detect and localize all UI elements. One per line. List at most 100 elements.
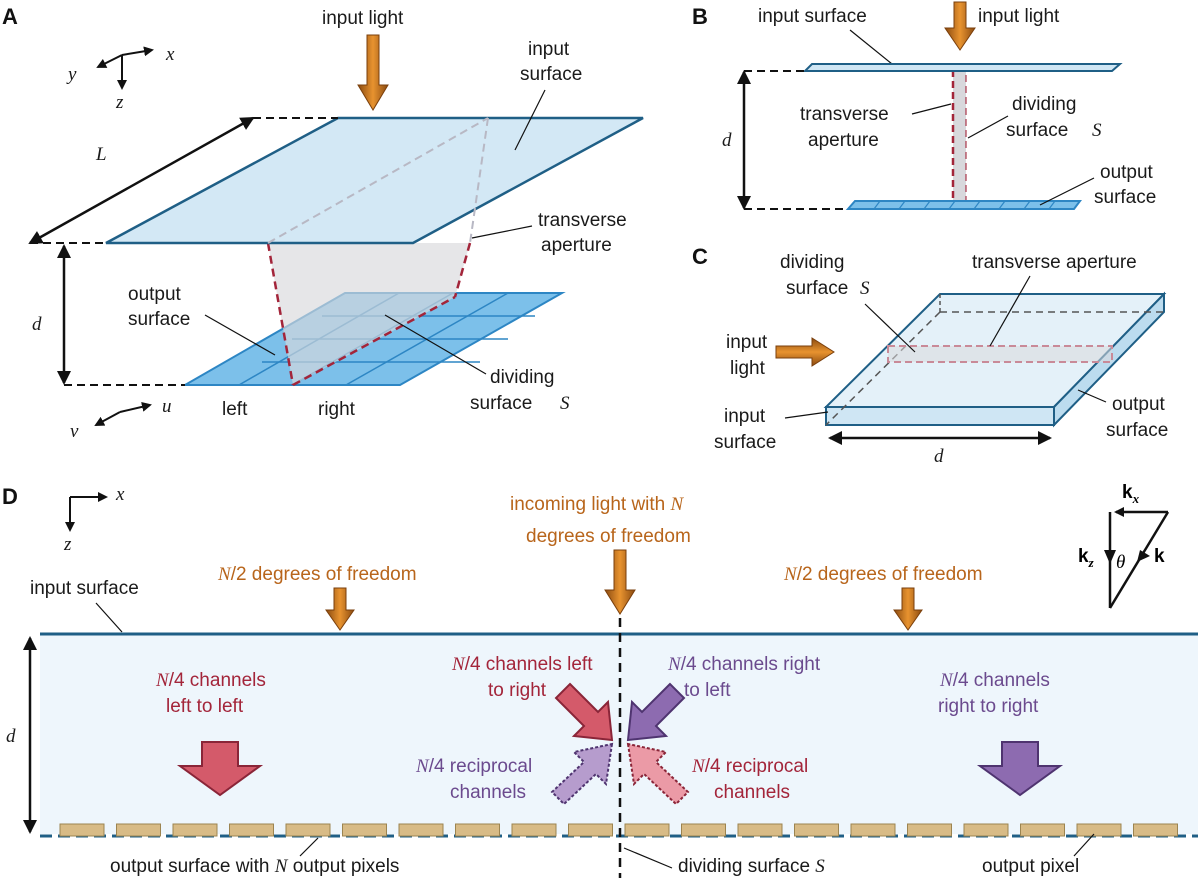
incoming-text-1: incoming light with — [510, 494, 671, 515]
panel-b-transverse-label-2: aperture — [808, 130, 879, 151]
panel-c-dividing-plane — [888, 346, 1112, 362]
output-pixel — [1133, 823, 1178, 837]
output-pixel — [59, 823, 105, 837]
panel-a-input-light-label: input light — [322, 8, 404, 29]
aperture-edge-right — [453, 242, 472, 298]
panel-c-input-surface-label-2: surface — [714, 432, 776, 453]
recip-purple-arrow — [550, 742, 614, 806]
panel-c: C dividing surface S transverse aperture… — [692, 244, 1168, 467]
panel-b-depth-label: d — [722, 130, 732, 151]
incoming-light-arrow — [604, 549, 636, 615]
transverse-aperture-label-2: aperture — [541, 235, 612, 256]
ll-arrow — [176, 741, 264, 797]
recip-purple-label-2: channels — [450, 782, 526, 803]
output-pixel — [285, 823, 331, 837]
input-surface-hidden-diagonal — [267, 117, 489, 244]
panel-d: D x z d input surface incoming light wit… — [2, 482, 1198, 878]
aperture-edge-bottom — [292, 295, 456, 387]
lr-label-2: to right — [488, 680, 547, 701]
panel-a-letter: A — [2, 4, 18, 29]
panel-b-input-light-label: input light — [978, 6, 1060, 27]
lr-arrow — [554, 682, 614, 742]
panel-c-slab-front — [825, 406, 1055, 426]
panel-c-output-surface-label-1: output — [1112, 394, 1166, 415]
incoming-symbol: N — [670, 494, 685, 515]
panel-c-letter: C — [692, 244, 708, 269]
input-surface-hidden-edge — [469, 117, 489, 244]
panel-c-input-light-label-2: light — [730, 358, 766, 379]
dividing-surface-label: dividing surface S — [678, 856, 825, 877]
input-surface-label-2: surface — [520, 64, 582, 85]
panel-b-output-label-1: output — [1100, 162, 1154, 183]
left-half-dof-label: N/2 degrees of freedom — [217, 564, 417, 585]
transverse-aperture-label-1: transverse — [538, 210, 627, 231]
recip-red-label-2: channels — [714, 782, 790, 803]
panel-c-input-light-arrow — [775, 337, 835, 367]
panel-b-output-surface — [845, 200, 1082, 210]
kx-label: kx — [1122, 482, 1140, 506]
recip-red-arrow — [626, 742, 690, 806]
panel-b-input-light-arrow — [944, 1, 976, 51]
output-pixel — [737, 823, 783, 837]
output-pixel — [568, 823, 613, 837]
output-surface-label-2: surface — [128, 309, 190, 330]
output-pixel — [1076, 823, 1122, 837]
dividing-surface-symbol: S — [560, 393, 570, 414]
rr-label-1: N/4 channels — [939, 670, 1050, 691]
rr-label-2: right to right — [938, 696, 1039, 717]
panel-a: A x y z input light — [2, 4, 644, 442]
axis-y-label: y — [66, 64, 77, 85]
length-dimension-arrow — [28, 116, 255, 245]
output-surface-label: output surface with N output pixels — [110, 856, 399, 877]
panel-d-axis-x: x — [115, 484, 125, 505]
lr-label-1: N/4 channels left — [451, 654, 593, 675]
output-pixel-row — [59, 823, 1178, 837]
panel-d-letter: D — [2, 484, 18, 509]
axis-z-label: z — [115, 92, 124, 113]
output-pixel — [511, 823, 557, 837]
panel-b-input-surface — [802, 63, 1123, 72]
panel-c-dividing-label-1: dividing — [780, 252, 844, 273]
panel-b-letter: B — [692, 4, 708, 29]
ll-label-2: left to left — [166, 696, 244, 717]
output-pixel — [172, 823, 218, 837]
panel-d-axis-z: z — [63, 534, 72, 555]
left-half-arrow — [325, 587, 355, 631]
kz-label: kz — [1078, 546, 1095, 570]
rl-label-2: to left — [684, 680, 731, 701]
panel-b-dividing-symbol: S — [1092, 120, 1102, 141]
output-pixel — [229, 823, 274, 837]
output-pixel — [116, 823, 161, 837]
output-pixel-label: output pixel — [982, 856, 1079, 877]
output-pixel — [1020, 823, 1065, 837]
k-vector-triangle: kx kz k θ — [1078, 482, 1170, 609]
panel-b-output-label-2: surface — [1094, 187, 1156, 208]
panel-c-dividing-label-2: surface — [786, 278, 848, 299]
panel-b-dividing-plane — [953, 64, 966, 207]
length-label: L — [95, 144, 107, 165]
panel-b-dividing-label-2: surface — [1006, 120, 1068, 141]
output-surface-label-1: output — [128, 284, 182, 305]
depth-label: d — [32, 314, 42, 335]
left-label: left — [222, 399, 248, 420]
incoming-light-line2: degrees of freedom — [526, 526, 691, 547]
panel-d-depth-label: d — [6, 726, 16, 747]
recip-purple-label-1: N/4 reciprocal — [415, 756, 532, 777]
panel-c-depth-label: d — [934, 446, 944, 467]
incoming-light-line1: incoming light with N — [510, 494, 685, 515]
recip-red-label-1: N/4 reciprocal — [691, 756, 808, 777]
dividing-surface-label-2: surface — [470, 393, 532, 414]
panel-c-output-surface-label-2: surface — [1106, 420, 1168, 441]
input-light-arrow — [357, 34, 389, 111]
k-label: k — [1154, 546, 1165, 567]
right-half-dof-label: N/2 degrees of freedom — [783, 564, 983, 585]
output-pixel — [850, 823, 896, 837]
panel-a-axes: x y z — [66, 44, 175, 113]
panel-b-input-surface-label: input surface — [758, 6, 867, 27]
panel-c-transverse-label: transverse aperture — [972, 252, 1137, 273]
output-pixel — [455, 823, 500, 837]
rl-arrow — [626, 682, 686, 742]
panel-b: B input surface input light d transverse… — [692, 1, 1156, 210]
output-pixel — [342, 823, 387, 837]
